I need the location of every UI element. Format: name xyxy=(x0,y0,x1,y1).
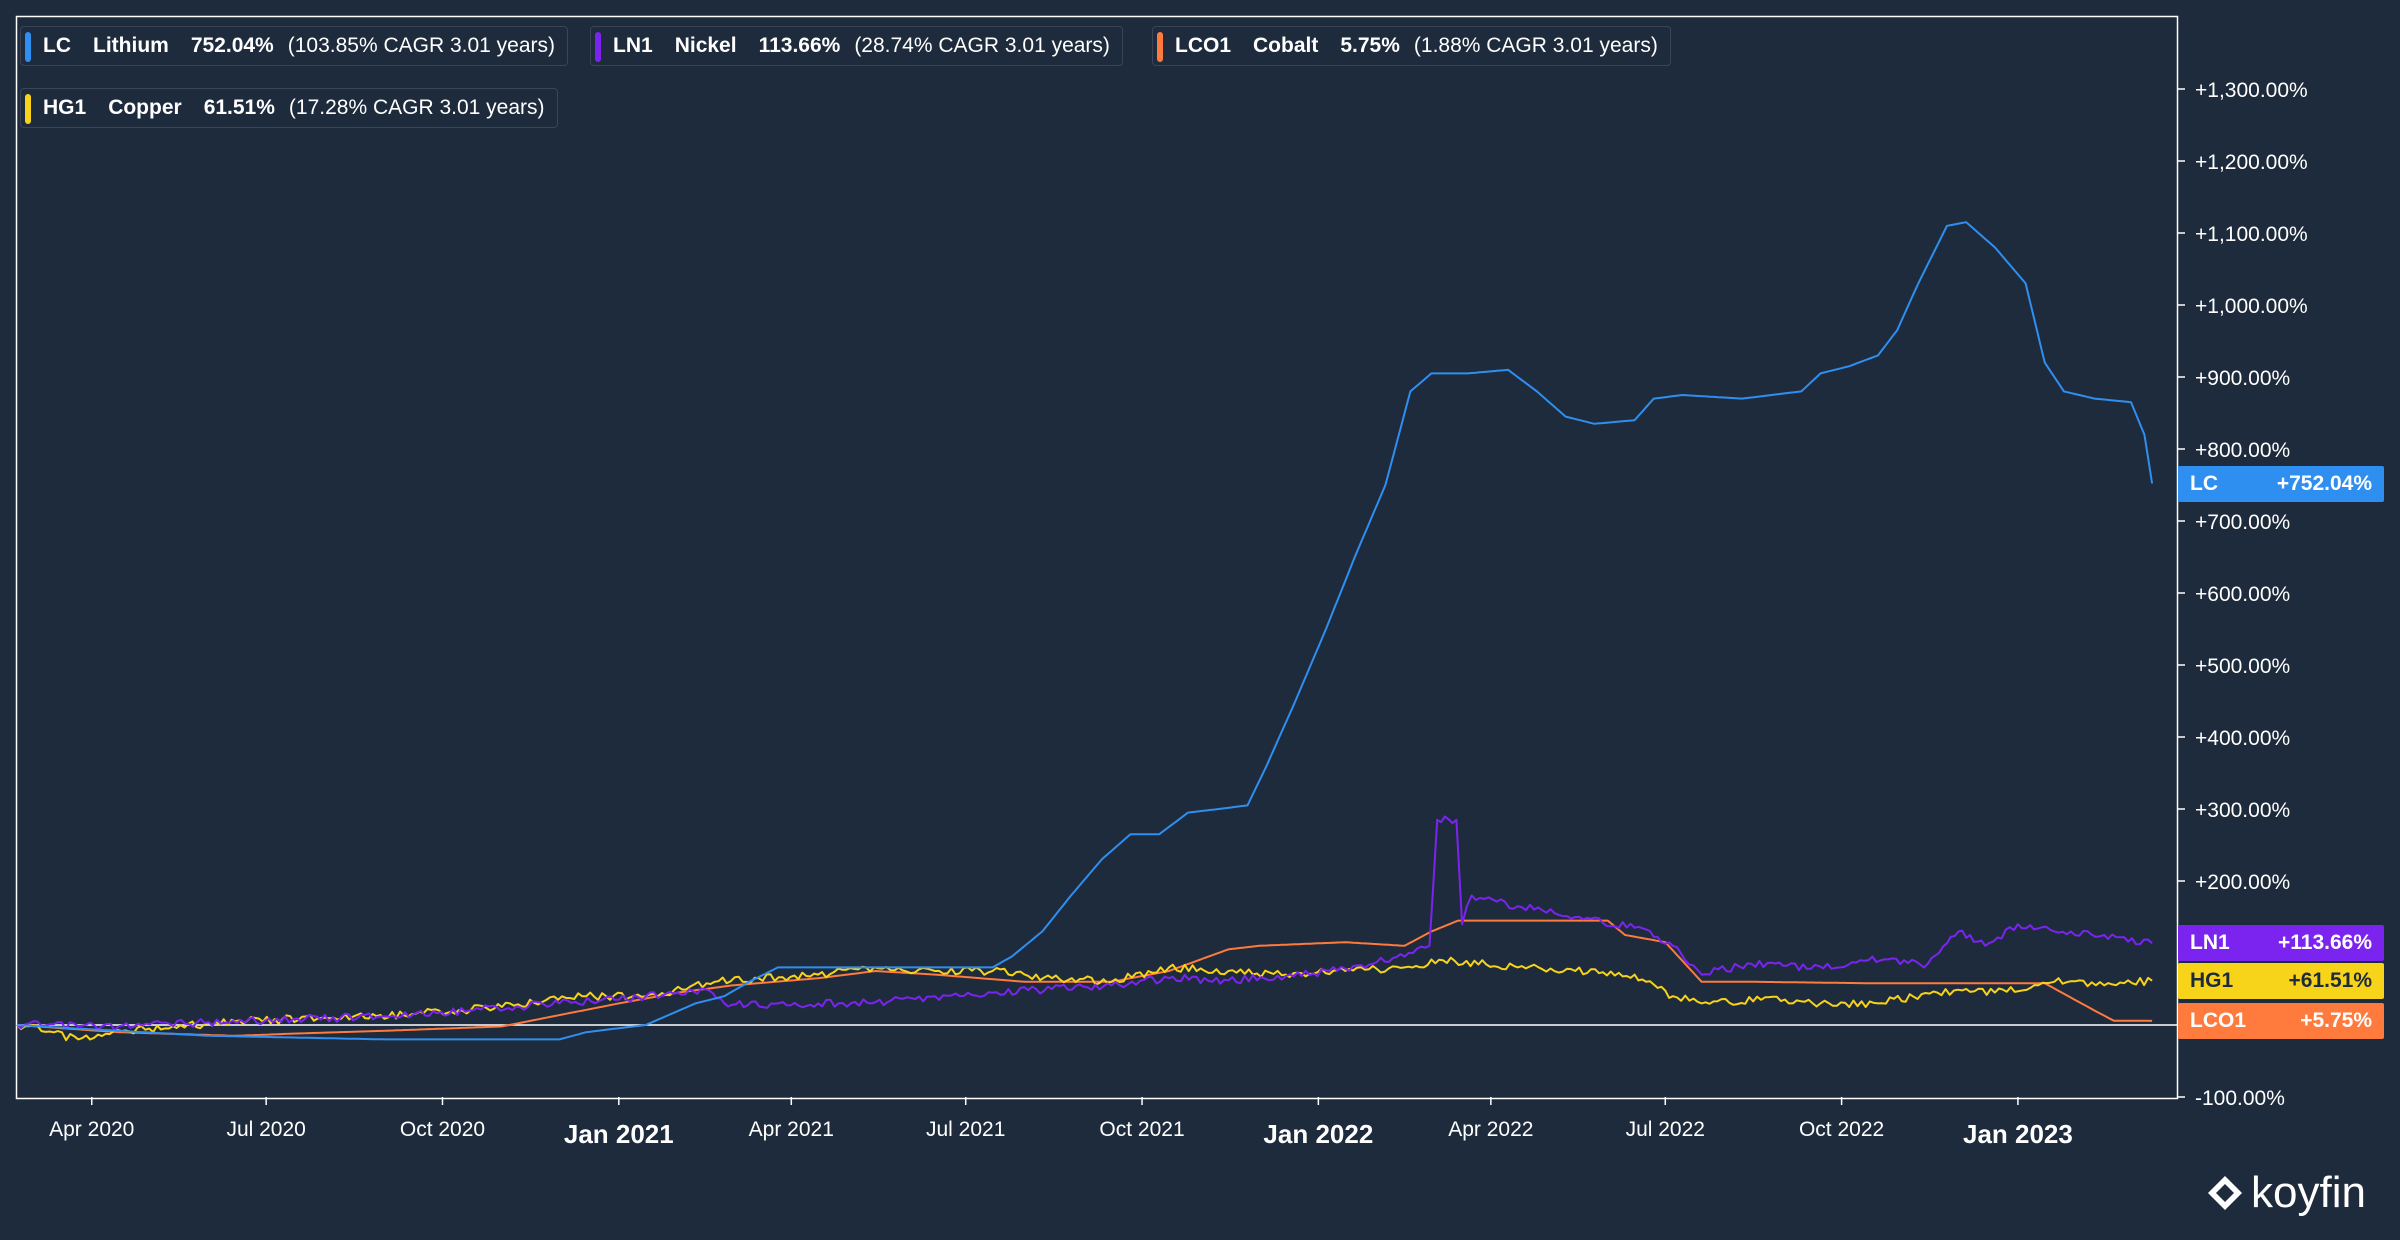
legend-return: 61.51% xyxy=(203,96,275,119)
y-axis: -100.00% +200.00% +300.00% +400.00% +500.00%… xyxy=(2177,79,2308,1110)
koyfin-logo: koyfin xyxy=(2205,1168,2366,1218)
value-tag-value: +61.51% xyxy=(2288,969,2373,993)
legend-ticker: LN1 xyxy=(613,34,653,57)
legend-ticker: LCO1 xyxy=(1175,34,1232,57)
legend-item-hg1[interactable]: HG1 Copper 61.51% (17.28% CAGR 3.01 year… xyxy=(20,88,558,128)
legend-name: Copper xyxy=(108,96,182,119)
value-tag-lco1: LCO1 +5.75% xyxy=(2178,1002,2384,1039)
legend-cagr: (17.28% CAGR 3.01 years) xyxy=(288,96,545,119)
series-line-ln1 xyxy=(16,815,2153,1032)
y-tick-label: +600.00% xyxy=(2195,583,2290,606)
x-tick-label: Oct 2022 xyxy=(1799,1118,1884,1141)
legend-return: 752.04% xyxy=(190,34,274,57)
value-tag-ticker: LCO1 xyxy=(2190,1008,2247,1032)
x-tick-label: Oct 2020 xyxy=(400,1118,485,1141)
legend-name: Nickel xyxy=(674,34,737,57)
value-tag-ticker: HG1 xyxy=(2190,969,2234,993)
y-tick-label: +400.00% xyxy=(2195,727,2290,750)
legend-cagr: (103.85% CAGR 3.01 years) xyxy=(287,34,556,57)
x-tick-label: Apr 2021 xyxy=(749,1118,834,1141)
legend-item-lco1[interactable]: LCO1 Cobalt 5.75% (1.88% CAGR 3.01 years… xyxy=(1152,26,1671,66)
legend-ticker: LC xyxy=(43,34,71,57)
y-tick-label: +700.00% xyxy=(2195,511,2290,534)
value-tag-ln1: LN1 +113.66% xyxy=(2178,925,2384,962)
y-tick-label: +1,000.00% xyxy=(2195,295,2308,318)
y-tick-label: +300.00% xyxy=(2195,799,2290,822)
x-axis: Apr 2020 Jul 2020 Oct 2020 Jan 2021 Apr 2021… xyxy=(49,1097,2073,1149)
series-line-lc xyxy=(16,221,2154,1041)
y-tick-label: +800.00% xyxy=(2195,439,2290,462)
value-tag-value: +113.66% xyxy=(2277,931,2372,955)
series-lines xyxy=(16,221,2154,1042)
legend-name: Lithium xyxy=(93,34,169,57)
x-tick-label: Oct 2021 xyxy=(1099,1118,1184,1141)
value-tag-ticker: LN1 xyxy=(2190,931,2230,955)
legend-color-swatch xyxy=(25,32,31,62)
x-tick-label: Jul 2021 xyxy=(926,1118,1005,1141)
value-tag-value: +5.75% xyxy=(2300,1008,2372,1032)
series-line-hg1 xyxy=(16,956,2153,1042)
x-tick-label: Jan 2023 xyxy=(1963,1119,2073,1149)
y-tick-label: +500.00% xyxy=(2195,655,2290,678)
value-tag-ticker: LC xyxy=(2190,471,2218,495)
legend-cagr: (1.88% CAGR 3.01 years) xyxy=(1413,34,1658,57)
legend-color-swatch xyxy=(595,32,601,62)
koyfin-logo-text: koyfin xyxy=(2251,1168,2366,1217)
y-tick-label: +1,200.00% xyxy=(2195,151,2308,174)
x-tick-label: Apr 2020 xyxy=(49,1118,134,1141)
x-tick-label: Jul 2020 xyxy=(226,1118,305,1141)
x-tick-label: Jan 2022 xyxy=(1263,1119,1373,1149)
plot-area-frame xyxy=(15,15,2179,1100)
legend-item-ln1[interactable]: LN1 Nickel 113.66% (28.74% CAGR 3.01 yea… xyxy=(590,26,1123,66)
legend-color-swatch xyxy=(1157,32,1163,62)
legend-color-swatch xyxy=(25,94,31,124)
x-tick-label: Apr 2022 xyxy=(1448,1118,1533,1141)
y-tick-label: +1,100.00% xyxy=(2195,223,2308,246)
y-tick-label: +1,300.00% xyxy=(2195,79,2308,102)
legend-name: Cobalt xyxy=(1253,34,1319,57)
x-tick-label: Jan 2021 xyxy=(564,1119,674,1149)
legend-item-lc[interactable]: LC Lithium 752.04% (103.85% CAGR 3.01 ye… xyxy=(20,26,569,66)
legend-return: 113.66% xyxy=(758,34,841,57)
y-tick-label: +900.00% xyxy=(2195,367,2290,390)
legend-cagr: (28.74% CAGR 3.01 years) xyxy=(854,34,1110,57)
y-tick-label: +200.00% xyxy=(2195,871,2290,894)
series-line-lco1 xyxy=(16,919,2153,1037)
y-tick-label: -100.00% xyxy=(2195,1087,2285,1110)
value-tag-lc: LC +752.04% xyxy=(2178,465,2384,502)
value-tag-hg1: HG1 +61.51% xyxy=(2178,963,2384,1000)
legend-ticker: HG1 xyxy=(43,96,87,119)
x-tick-label: Jul 2022 xyxy=(1626,1118,1705,1141)
legend-return: 5.75% xyxy=(1340,34,1400,57)
koyfin-logo-icon xyxy=(2208,1176,2242,1210)
value-tag-value: +752.04% xyxy=(2276,471,2372,495)
